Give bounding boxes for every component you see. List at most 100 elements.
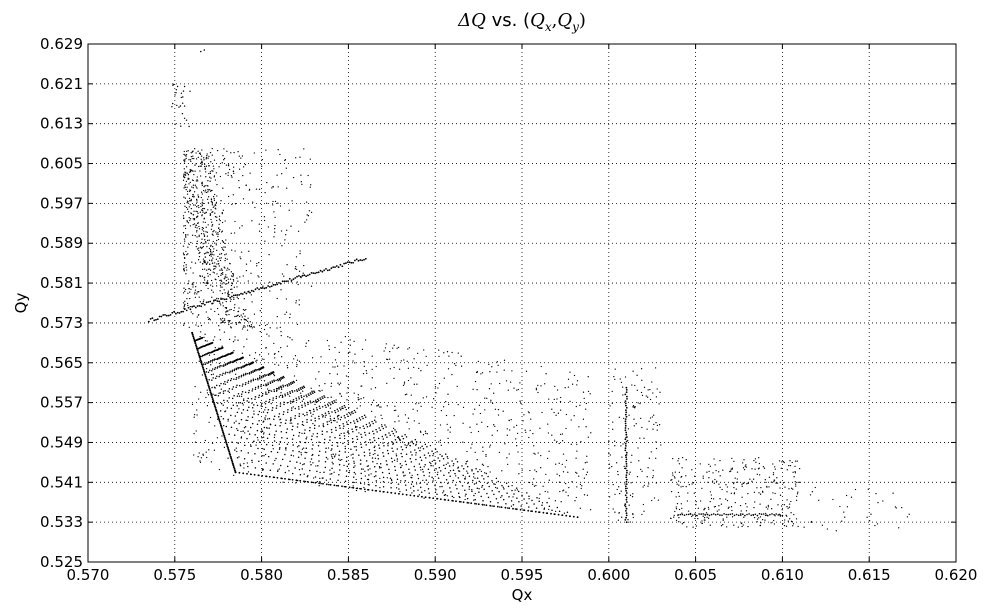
data-point: [274, 228, 276, 230]
data-point: [263, 426, 266, 429]
data-point: [340, 432, 342, 435]
data-point: [200, 191, 203, 193]
data-point: [281, 173, 283, 175]
data-point: [656, 429, 658, 431]
data-point: [225, 443, 228, 446]
data-point: [207, 209, 209, 211]
data-point: [203, 372, 206, 374]
data-point: [350, 412, 352, 414]
data-point: [366, 425, 369, 428]
data-point: [624, 519, 627, 521]
data-point: [214, 207, 216, 209]
data-point: [782, 522, 784, 525]
data-point: [279, 326, 281, 329]
data-point: [866, 516, 868, 518]
data-point: [232, 166, 235, 168]
data-point: [269, 469, 272, 471]
title-close: ): [579, 10, 586, 31]
data-point: [254, 206, 256, 209]
data-point: [185, 250, 187, 253]
data-point: [312, 444, 314, 446]
data-point: [409, 445, 411, 447]
data-point: [211, 221, 213, 223]
data-point: [187, 306, 190, 309]
data-point: [328, 269, 331, 271]
data-point: [191, 157, 193, 160]
data-point: [795, 518, 798, 520]
data-point: [165, 314, 168, 317]
data-point: [504, 443, 506, 445]
data-point: [199, 165, 201, 167]
data-point: [447, 368, 450, 370]
data-point: [576, 450, 578, 452]
data-point: [318, 450, 321, 453]
data-point: [264, 240, 266, 242]
data-point: [524, 429, 526, 431]
data-point: [273, 434, 276, 436]
data-point: [199, 461, 202, 464]
data-point: [309, 412, 312, 414]
data-point: [621, 386, 624, 388]
data-point: [448, 355, 450, 357]
data-point: [308, 429, 311, 432]
data-point: [213, 268, 215, 270]
data-point: [206, 280, 209, 282]
data-point: [184, 240, 186, 242]
data-point: [280, 230, 283, 232]
data-point: [191, 234, 194, 236]
data-point: [734, 477, 736, 479]
data-point: [795, 499, 798, 501]
data-point: [167, 314, 170, 317]
data-point: [388, 358, 391, 360]
data-point: [246, 320, 249, 323]
data-point: [392, 442, 395, 444]
data-point: [184, 160, 186, 162]
data-point: [195, 286, 197, 288]
data-point: [338, 450, 341, 453]
data-point: [188, 217, 190, 219]
data-point: [252, 361, 254, 363]
data-point: [229, 453, 232, 456]
data-point: [348, 486, 351, 489]
data-point: [222, 209, 224, 211]
data-point: [199, 170, 201, 172]
data-point: [508, 507, 511, 510]
data-point: [590, 432, 592, 434]
data-point: [343, 425, 345, 427]
data-point: [284, 471, 287, 474]
data-point: [276, 470, 279, 472]
data-point: [576, 472, 578, 474]
data-point: [298, 435, 300, 437]
data-point: [468, 486, 471, 488]
data-point: [359, 482, 362, 485]
data-point: [544, 490, 546, 493]
data-point: [242, 373, 245, 376]
data-point: [680, 476, 682, 478]
data-point: [185, 235, 187, 237]
data-point: [370, 404, 373, 406]
data-point: [229, 361, 232, 363]
data-point: [221, 374, 224, 376]
data-point: [647, 389, 649, 391]
data-point: [731, 468, 733, 470]
data-point: [238, 155, 240, 157]
data-point: [516, 497, 518, 499]
data-point: [737, 514, 740, 517]
data-point: [224, 440, 227, 442]
data-point: [261, 474, 264, 477]
data-point: [230, 459, 233, 462]
data-point: [212, 359, 214, 361]
data-point: [183, 217, 185, 219]
data-point: [218, 265, 220, 267]
x-tick-label: 0.615: [848, 566, 891, 584]
data-point: [216, 413, 219, 416]
data-point: [287, 336, 289, 338]
data-point: [397, 415, 399, 417]
data-point: [339, 427, 341, 429]
data-point: [258, 223, 260, 225]
data-point: [629, 494, 632, 496]
data-point: [227, 420, 229, 422]
data-point: [220, 297, 222, 299]
data-point: [264, 324, 267, 327]
data-point: [194, 385, 196, 388]
